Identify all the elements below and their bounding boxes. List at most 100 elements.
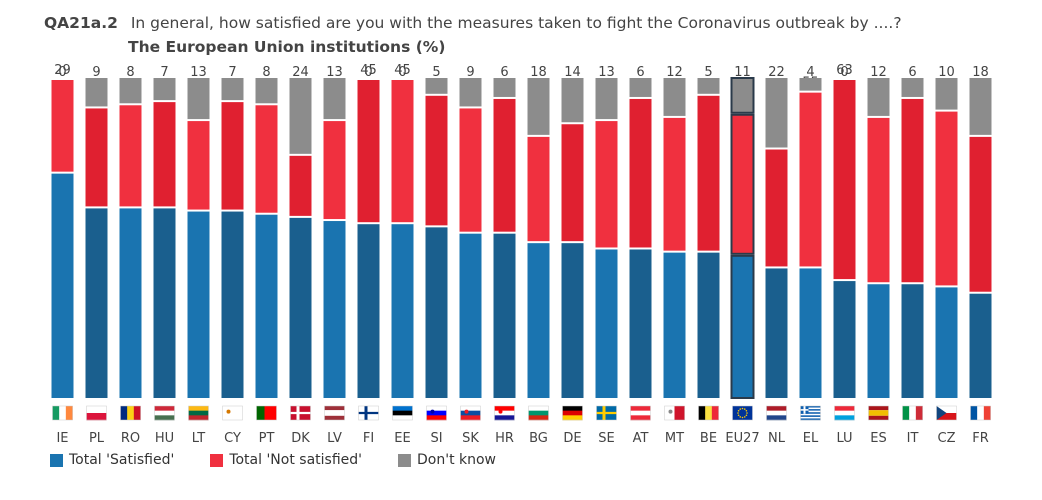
category-label: CY <box>224 431 241 446</box>
bar-dont-know <box>221 78 244 101</box>
label-dont-know: 8 <box>126 65 134 80</box>
bar-not-satisfied <box>255 105 278 213</box>
legend-item: Don't know <box>398 452 496 468</box>
flag-lt-icon <box>188 405 209 421</box>
bar-not-satisfied <box>561 124 584 242</box>
bar-not-satisfied <box>425 95 448 226</box>
label-dont-know: 24 <box>292 65 309 80</box>
bar-not-satisfied <box>629 98 652 248</box>
category-label: EL <box>803 431 819 446</box>
bar-satisfied <box>833 281 856 398</box>
bar-dont-know <box>901 78 924 97</box>
label-dont-know: 22 <box>768 65 785 80</box>
flag-de-icon <box>562 405 583 421</box>
label-dont-know: 6 <box>636 65 644 80</box>
label-dont-know: 5 <box>704 65 712 80</box>
flag-lu-icon <box>834 405 855 421</box>
bar-not-satisfied <box>663 117 686 251</box>
legend-swatch <box>50 453 63 467</box>
bar-dont-know <box>799 78 822 91</box>
legend-item: Total 'Not satisfied' <box>210 452 362 468</box>
bar-dont-know <box>187 78 210 120</box>
bar-satisfied <box>969 293 992 398</box>
label-dont-know: 0 <box>840 65 848 80</box>
bar-dont-know <box>425 78 448 94</box>
label-dont-know: 7 <box>160 65 168 80</box>
bar-satisfied <box>595 249 618 398</box>
category-label: DE <box>563 431 581 446</box>
bar-satisfied <box>255 214 278 398</box>
category-label: LU <box>836 431 852 446</box>
category-label: EE <box>394 431 410 446</box>
label-dont-know: 13 <box>190 65 207 80</box>
bar-not-satisfied <box>289 155 312 216</box>
bar-satisfied <box>493 233 516 398</box>
label-dont-know: 18 <box>972 65 989 80</box>
label-dont-know: 0 <box>58 65 66 80</box>
category-label: PT <box>259 431 275 446</box>
flag-el-icon <box>800 405 821 421</box>
bar-satisfied <box>119 208 142 398</box>
flag-fr-icon <box>970 405 991 421</box>
chart-legend: Total 'Satisfied' Total 'Not satisfied' Do… <box>50 452 532 468</box>
bar-satisfied <box>187 211 210 398</box>
label-not-satisfied: 45 <box>360 63 377 78</box>
bar-satisfied <box>663 252 686 398</box>
chart-subtitle: The European Union institutions (%) <box>128 38 446 56</box>
stacked-bar-chart: 71290IE60319PL60328RO60337HU592813LT5934… <box>51 63 992 446</box>
bar-dont-know <box>119 78 142 104</box>
flag-nl-icon <box>766 405 787 421</box>
question-code: QA21a.2 <box>44 14 118 32</box>
legend-label: Don't know <box>417 452 497 468</box>
bar-dont-know <box>730 77 755 114</box>
category-label: SE <box>598 431 614 446</box>
flag-sk-icon <box>460 405 481 421</box>
category-label: SI <box>430 431 442 446</box>
label-dont-know: 6 <box>500 65 508 80</box>
flag-it-icon <box>902 405 923 421</box>
label-dont-know: 4 <box>806 65 814 80</box>
flag-hu-icon <box>154 405 175 421</box>
label-dont-know: 0 <box>398 65 406 80</box>
bar-dont-know <box>867 78 890 116</box>
bar-not-satisfied <box>799 92 822 267</box>
bar-not-satisfied <box>730 113 755 255</box>
legend-item: Total 'Satisfied' <box>50 452 174 468</box>
bar-dont-know <box>85 78 108 107</box>
label-dont-know: 0 <box>364 65 372 80</box>
bar-satisfied <box>867 284 890 398</box>
bar-not-satisfied <box>969 136 992 292</box>
flag-hr-icon <box>494 405 515 421</box>
bar-satisfied <box>901 284 924 398</box>
bar-dont-know <box>323 78 346 120</box>
flag-lv-icon <box>324 405 345 421</box>
category-label: BG <box>529 431 548 446</box>
chart-header: QA21a.2 In general, how satisfied are yo… <box>44 13 902 34</box>
bar-satisfied <box>459 233 482 398</box>
bar-not-satisfied <box>323 121 346 220</box>
bar-dont-know <box>289 78 312 154</box>
label-dont-know: 13 <box>598 65 615 80</box>
legend-swatch <box>398 453 411 467</box>
label-dont-know: 7 <box>228 65 236 80</box>
label-not-satisfied: 29 <box>54 63 71 78</box>
flag-ee-icon <box>392 405 413 421</box>
bar-not-satisfied <box>391 80 414 223</box>
flag-si-icon <box>426 405 447 421</box>
bar-satisfied <box>765 268 788 398</box>
bar-dont-know <box>459 78 482 107</box>
bar-satisfied <box>323 221 346 398</box>
bar-not-satisfied <box>187 121 210 210</box>
bar-satisfied <box>629 249 652 398</box>
flag-dk-icon <box>290 405 311 421</box>
bar-dont-know <box>153 78 176 101</box>
category-label: AT <box>633 431 649 446</box>
bar-not-satisfied <box>527 136 550 242</box>
category-label: MT <box>665 431 684 446</box>
label-not-satisfied: 63 <box>836 63 853 78</box>
category-label: LV <box>327 431 342 446</box>
bar-satisfied <box>799 268 822 398</box>
label-dont-know: 12 <box>666 65 683 80</box>
label-dont-know: 8 <box>262 65 270 80</box>
category-label: LT <box>192 431 205 446</box>
